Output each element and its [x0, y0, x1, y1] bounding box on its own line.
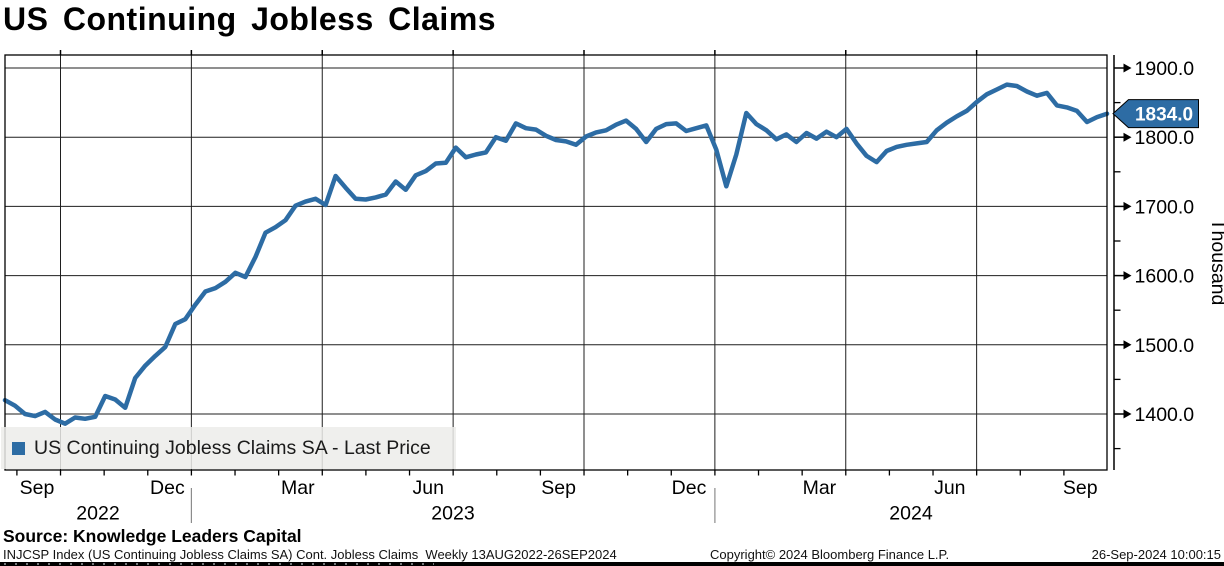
footer-security-info: INJCSP Index (US Continuing Jobless Clai…: [3, 547, 617, 562]
x-axis-month-label: Mar: [803, 477, 837, 499]
x-axis-month-label: Sep: [541, 477, 576, 499]
footer-copyright: Copyright© 2024 Bloomberg Finance L.P.: [710, 547, 950, 562]
x-axis-month-label: Dec: [672, 477, 707, 499]
chart-title: US Continuing Jobless Claims: [3, 1, 497, 37]
y-axis-tick-arrow-icon: [1123, 201, 1132, 211]
taskbar-text-remnant: [4, 563, 434, 565]
plot-border: [4, 54, 1108, 471]
footer-timestamp: 26-Sep-2024 10:00:15: [1091, 547, 1221, 562]
x-axis-month-label: Jun: [412, 477, 443, 499]
legend-marker-icon: [12, 441, 25, 455]
y-axis-tick-label: 1400.0: [1135, 404, 1195, 426]
x-axis-year-label: 2022: [76, 503, 119, 525]
y-axis-tick-arrow-icon: [1123, 271, 1132, 281]
x-axis-month-label: Sep: [20, 477, 55, 499]
last-price-value: 1834.0: [1135, 105, 1193, 126]
price-line: [2, 82, 1110, 426]
y-axis-tick-label: 1600.0: [1135, 266, 1195, 288]
x-axis-year-label: 2023: [431, 503, 474, 525]
y-axis-unit-label: Thousand: [1207, 219, 1224, 306]
last-price-flag: [1112, 99, 1199, 129]
x-axis-month-label: Jun: [934, 477, 965, 499]
y-axis-tick-arrow-icon: [1123, 409, 1132, 419]
y-axis-tick-arrow-icon: [1123, 340, 1132, 350]
legend-label: US Continuing Jobless Claims SA - Last P…: [34, 436, 431, 459]
x-axis-year-label: 2024: [889, 503, 933, 525]
legend-box: US Continuing Jobless Claims SA - Last P…: [1, 427, 456, 469]
source-line: Source: Knowledge Leaders Capital: [3, 526, 302, 546]
x-axis-month-label: Mar: [281, 477, 315, 499]
y-axis-tick-arrow-icon: [1123, 63, 1132, 73]
y-axis-tick-label: 1700.0: [1135, 196, 1195, 218]
bottom-taskbar-edge: [0, 562, 1224, 566]
x-axis-month-label: Dec: [150, 477, 185, 499]
y-axis-tick-label: 1800.0: [1135, 127, 1195, 149]
y-axis-tick-label: 1900.0: [1135, 58, 1195, 80]
y-axis-tick-label: 1500.0: [1135, 335, 1195, 357]
x-axis-month-label: Sep: [1063, 477, 1098, 499]
y-axis-tick-arrow-icon: [1123, 132, 1132, 142]
